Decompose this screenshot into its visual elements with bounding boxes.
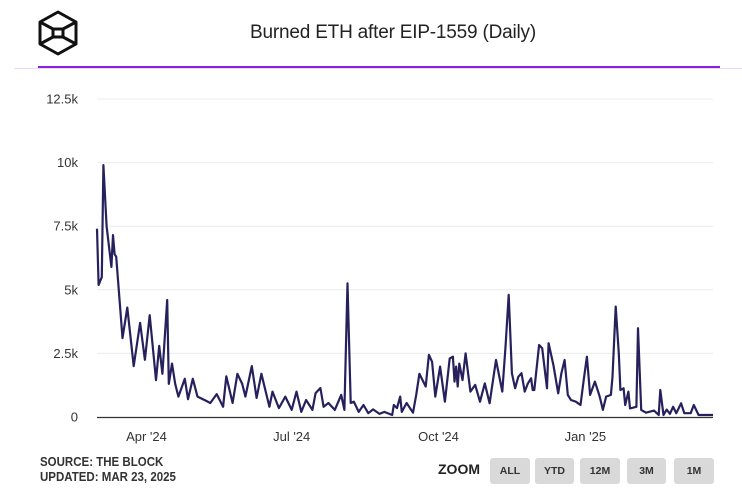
- y-tick-label: 0: [71, 410, 78, 425]
- chart-title: Burned ETH after EIP-1559 (Daily): [250, 22, 536, 43]
- source-text: SOURCE: THE BLOCK: [40, 455, 164, 469]
- y-tick-label: 2.5k: [53, 346, 78, 361]
- x-tick-label: Jan '25: [565, 429, 607, 444]
- zoom-ytd-button[interactable]: YTD: [535, 458, 574, 484]
- y-tick-label: 5k: [64, 282, 78, 297]
- zoom-label: ZOOM: [438, 461, 480, 477]
- the-block-logo: [38, 10, 78, 56]
- y-tick-label: 10k: [57, 155, 78, 170]
- zoom-all-button[interactable]: ALL: [490, 458, 530, 484]
- x-tick-label: Oct '24: [418, 429, 459, 444]
- header-border: [14, 68, 742, 69]
- x-tick-label: Jul '24: [273, 429, 310, 444]
- title-divider: [38, 66, 720, 68]
- x-tick-label: Apr '24: [126, 429, 167, 444]
- updated-text: UPDATED: MAR 23, 2025: [40, 470, 176, 484]
- y-tick-label: 7.5k: [53, 219, 78, 234]
- zoom-12m-button[interactable]: 12M: [580, 458, 620, 484]
- line-chart: 0 2.5k 5k 7.5k 10k 12.5k Apr '24 Jul '24 Oct '24…: [46, 92, 713, 444]
- series-line: [95, 164, 713, 417]
- zoom-3m-button[interactable]: 3M: [627, 458, 666, 484]
- zoom-1m-button[interactable]: 1M: [674, 458, 714, 484]
- y-tick-label: 12.5k: [46, 92, 78, 107]
- source-info: SOURCE: THE BLOCK UPDATED: MAR 23, 2025: [40, 455, 176, 485]
